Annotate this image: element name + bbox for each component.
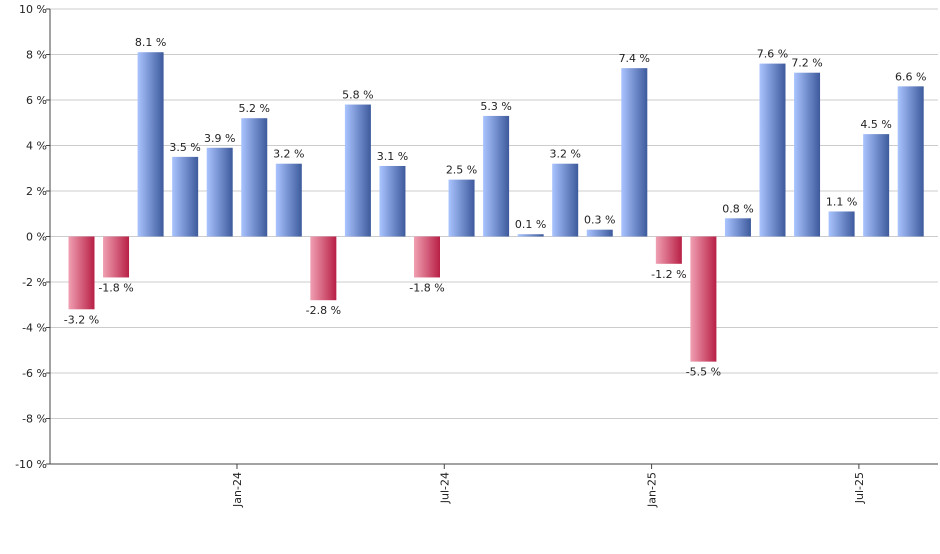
y-tick-label: 4 % [26,140,47,153]
bar-series [68,52,924,362]
bar-positive [275,163,302,237]
data-label: 3.9 % [204,132,235,145]
data-label: -1.8 % [409,281,444,294]
x-axis-tick-labels: Jan-24 Jul-24 Jan-25 Jul-25 [231,472,866,508]
data-label: -3.2 % [64,313,99,326]
bar-positive [241,118,268,237]
bar-positive [897,86,924,237]
bar-negative [414,236,440,278]
y-tick-label: -6 % [22,367,47,380]
bar-positive [863,134,890,237]
bar-negative [103,236,130,278]
data-label: 1.1 % [826,195,857,208]
x-tick-label: Jan-25 [646,472,659,508]
data-label: 5.3 % [480,100,511,113]
data-label: 7.4 % [619,52,650,65]
y-tick-label: -2 % [22,276,47,289]
data-labels: -3.2 % -1.8 % 8.1 % 3.5 % 3.9 % 5.2 % 3.2 % -2.… [64,36,927,378]
bar-negative [655,236,682,264]
x-tick-label: Jul-25 [853,472,866,504]
x-tick-label: Jul-24 [438,472,451,504]
bar-negative [68,236,95,310]
bar-positive [759,63,786,237]
y-tick-label: -8 % [22,413,47,426]
bar-positive [724,218,751,237]
data-label: 6.6 % [895,70,926,83]
bar-positive [206,147,233,237]
data-label: 7.6 % [757,48,788,61]
bar-positive [344,104,371,237]
y-tick-label: -10 % [15,458,47,471]
data-label: 0.3 % [584,214,615,227]
data-label: 4.5 % [860,118,891,131]
data-label: -1.8 % [98,281,133,294]
data-label: -1.2 % [651,268,686,281]
y-tick-label: 8 % [26,49,47,62]
bar-negative [310,236,337,301]
data-label: 7.2 % [791,57,822,70]
y-tick-label: -4 % [22,322,47,335]
data-label: 3.2 % [549,148,580,161]
bar-positive [483,115,510,237]
bar-negative [690,236,717,362]
y-tick-label: 0 % [26,231,47,244]
data-label: 3.5 % [169,141,200,154]
data-label: 0.8 % [722,202,753,215]
bar-positive [517,234,544,237]
bar-positive [552,163,579,237]
bar-positive [137,52,164,237]
data-label: 5.2 % [239,102,270,115]
data-label: 8.1 % [135,36,166,49]
y-tick-label: 6 % [26,94,47,107]
bar-positive [586,229,613,237]
data-label: 3.2 % [273,148,304,161]
y-tick-label: 2 % [26,185,47,198]
data-label: 5.8 % [342,89,373,102]
y-tick-label: 10 % [19,3,47,16]
data-label: 0.1 % [515,218,546,231]
data-label: 3.1 % [377,150,408,163]
data-label: -2.8 % [306,304,341,317]
y-axis-tick-labels: 10 % 8 % 6 % 4 % 2 % 0 % -2 % -4 % -6 % -8 % -10 % [15,3,47,471]
bar-positive [172,156,199,237]
bar-positive [379,165,406,237]
bar-positive [621,68,648,237]
x-tick-label: Jan-24 [231,472,244,508]
data-label: 2.5 % [446,164,477,177]
axes [46,8,938,469]
bar-positive [828,211,855,237]
bar-positive [448,179,475,237]
bar-positive [794,72,821,237]
data-label: -5.5 % [686,366,721,379]
